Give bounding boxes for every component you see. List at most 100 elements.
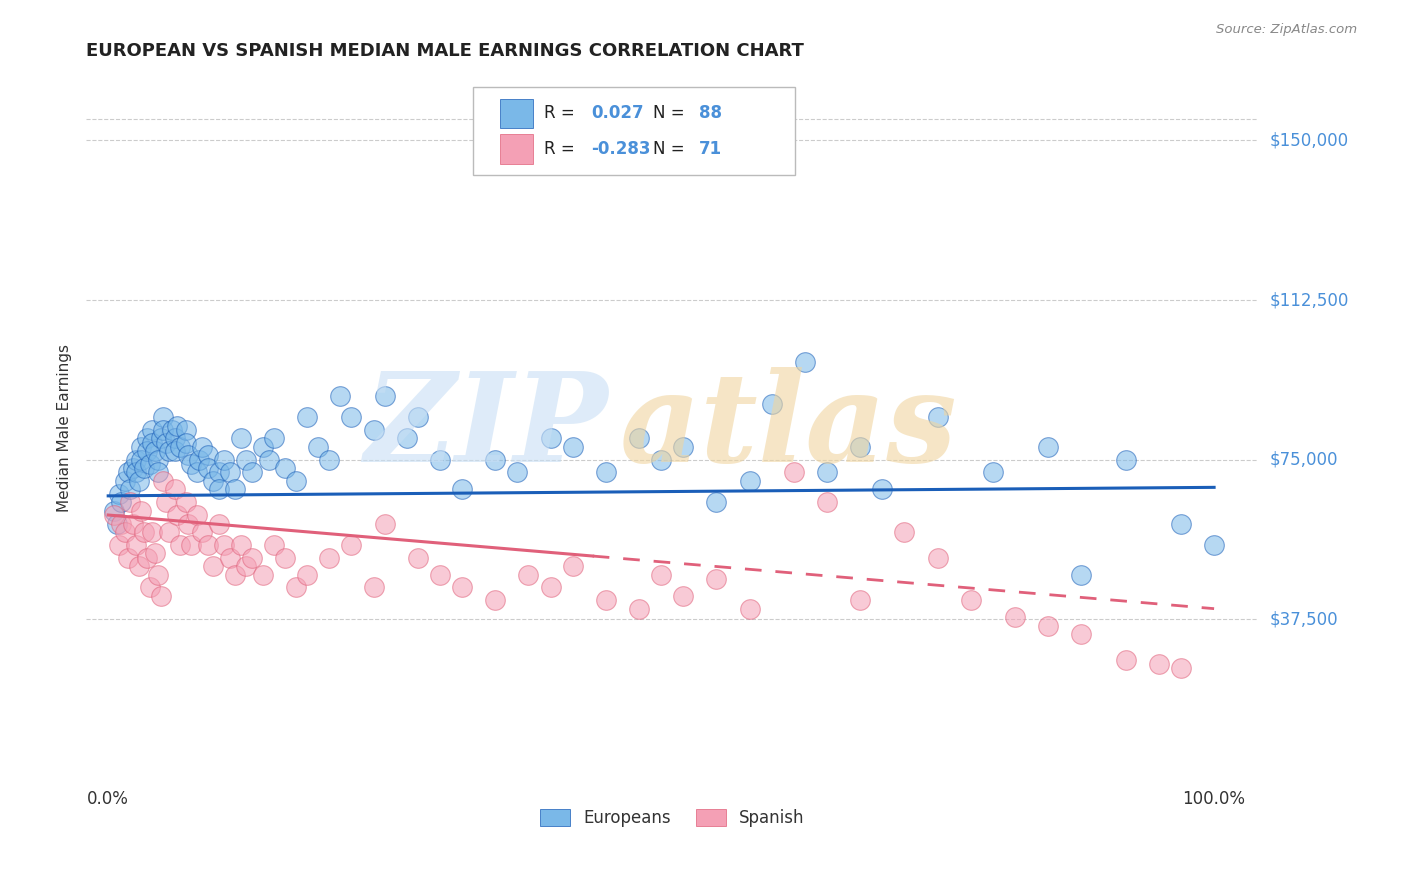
Point <box>131 452 153 467</box>
FancyBboxPatch shape <box>501 134 533 163</box>
Point <box>429 567 451 582</box>
Text: R =: R = <box>544 140 581 158</box>
Point <box>340 538 363 552</box>
Point <box>872 483 894 497</box>
Text: 88: 88 <box>699 104 723 122</box>
Point <box>197 449 219 463</box>
Point <box>650 567 672 582</box>
Point <box>484 452 506 467</box>
Text: 71: 71 <box>699 140 723 158</box>
Point <box>186 466 208 480</box>
Point <box>406 550 429 565</box>
Text: $75,000: $75,000 <box>1270 450 1339 468</box>
Text: $112,500: $112,500 <box>1270 291 1348 309</box>
Point <box>451 483 474 497</box>
Point <box>163 483 186 497</box>
Point <box>1038 440 1060 454</box>
Point <box>141 524 163 539</box>
Point <box>218 550 240 565</box>
Point <box>257 452 280 467</box>
Point <box>783 466 806 480</box>
Point <box>595 593 617 607</box>
Point <box>761 397 783 411</box>
Point <box>146 466 169 480</box>
Point <box>191 440 214 454</box>
Point <box>235 452 257 467</box>
Text: atlas: atlas <box>620 367 957 489</box>
Point <box>229 431 252 445</box>
Point <box>141 435 163 450</box>
Point <box>202 474 225 488</box>
Point <box>208 466 231 480</box>
Point <box>517 567 540 582</box>
Point <box>162 423 184 437</box>
Point <box>166 508 188 522</box>
Point <box>114 474 136 488</box>
Point <box>152 474 174 488</box>
Point <box>187 452 209 467</box>
Point <box>214 538 236 552</box>
Point <box>229 538 252 552</box>
Point <box>650 452 672 467</box>
Point <box>1070 627 1092 641</box>
Point <box>340 410 363 425</box>
Point <box>169 538 191 552</box>
Point <box>1147 657 1170 671</box>
Point <box>120 495 142 509</box>
Point <box>208 483 231 497</box>
Point <box>252 440 274 454</box>
Point <box>108 487 131 501</box>
Point <box>318 550 340 565</box>
Point <box>121 461 143 475</box>
Point <box>202 559 225 574</box>
Point <box>135 431 157 445</box>
Point <box>240 550 263 565</box>
Point <box>1115 653 1137 667</box>
Point <box>738 474 761 488</box>
Point <box>139 580 162 594</box>
Point <box>131 504 153 518</box>
Point <box>131 440 153 454</box>
Point <box>451 580 474 594</box>
Point <box>128 474 150 488</box>
Point <box>1204 538 1226 552</box>
Point <box>927 410 949 425</box>
Point <box>893 524 915 539</box>
Point <box>218 466 240 480</box>
Point <box>793 355 815 369</box>
Point <box>224 483 246 497</box>
Point <box>627 431 650 445</box>
Point <box>561 440 583 454</box>
Point <box>174 435 197 450</box>
Point <box>155 495 177 509</box>
Point <box>849 593 872 607</box>
Point <box>125 452 148 467</box>
Text: -0.283: -0.283 <box>592 140 651 158</box>
Text: ZIP: ZIP <box>364 367 607 489</box>
Point <box>240 466 263 480</box>
Point <box>318 452 340 467</box>
Point <box>103 508 125 522</box>
Point <box>146 452 169 467</box>
Point <box>363 580 385 594</box>
Point <box>263 431 285 445</box>
Point <box>214 452 236 467</box>
Point <box>191 524 214 539</box>
Point <box>363 423 385 437</box>
Point <box>152 410 174 425</box>
Point <box>981 466 1004 480</box>
Point <box>374 516 396 531</box>
Point <box>163 444 186 458</box>
Point <box>627 601 650 615</box>
Point <box>103 504 125 518</box>
Point <box>595 466 617 480</box>
Point <box>117 466 139 480</box>
Text: Source: ZipAtlas.com: Source: ZipAtlas.com <box>1216 23 1357 37</box>
Point <box>169 440 191 454</box>
Point <box>125 466 148 480</box>
Point <box>197 538 219 552</box>
Point <box>150 431 173 445</box>
Point <box>1070 567 1092 582</box>
Point <box>406 410 429 425</box>
Point <box>429 452 451 467</box>
